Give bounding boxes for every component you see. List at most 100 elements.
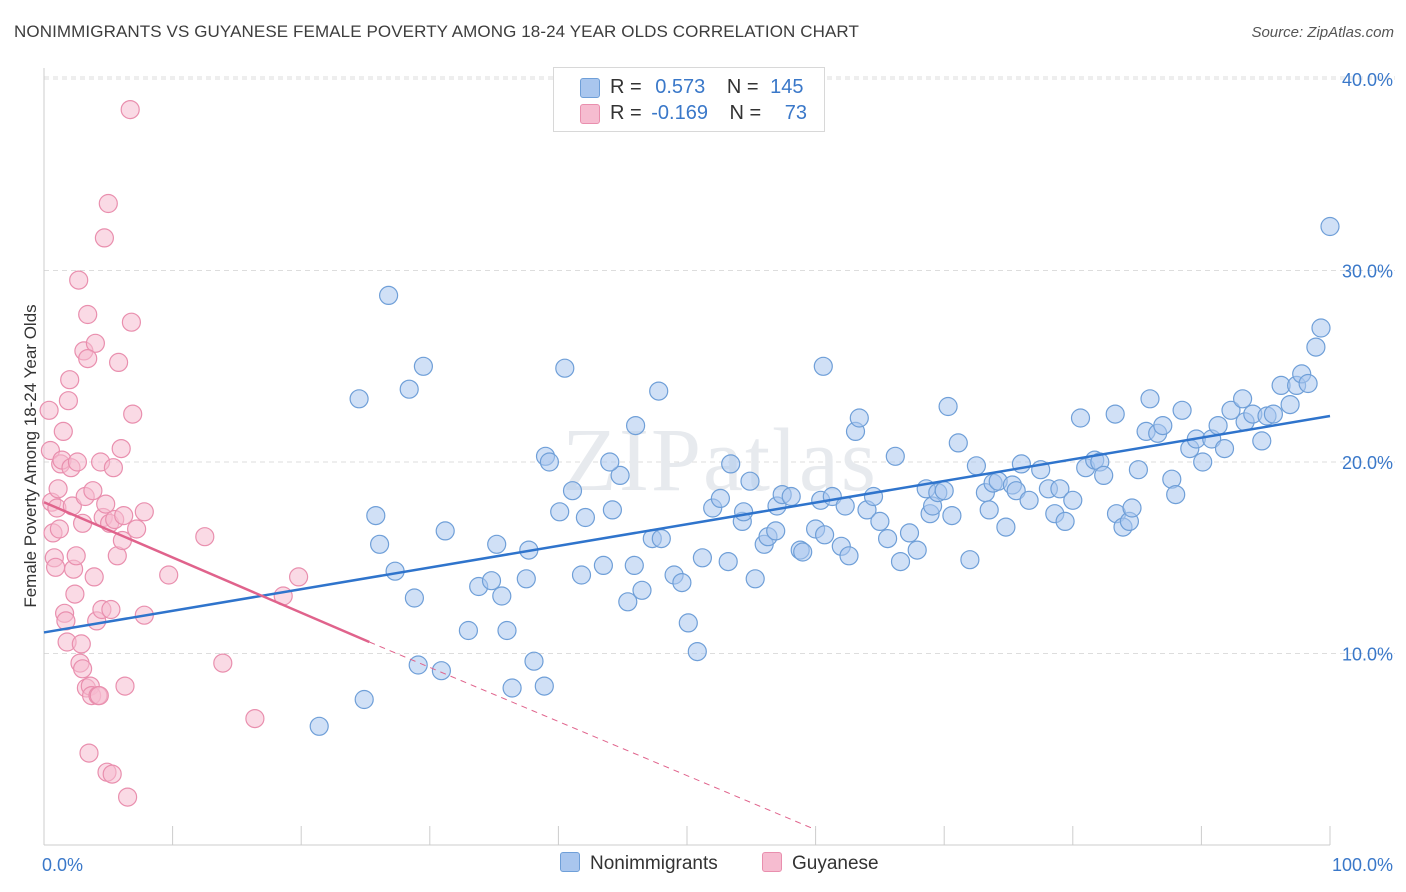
nonimmigrants-point (366, 505, 386, 526)
nonimmigrants-point (349, 389, 369, 409)
nonimmigrants-point (1153, 416, 1173, 436)
guyanese-point (48, 479, 68, 499)
guyanese-point (127, 519, 147, 539)
nonimmigrants-point (309, 716, 329, 736)
guyanese-point (65, 584, 85, 604)
nonimmigrants-point (793, 542, 813, 562)
nonimmigrants-point (1006, 481, 1026, 501)
nonimmigrants-point (877, 528, 898, 549)
x-tick-label: 100.0% (1332, 855, 1393, 875)
guyanese-point (101, 599, 121, 620)
nonimmigrants-point (745, 569, 765, 589)
guyanese-point (115, 676, 135, 696)
nonimmigrants-point (849, 408, 869, 428)
nonimmigrants-point (1193, 452, 1213, 472)
y-tick-label: 10.0% (1342, 645, 1393, 665)
nonimmigrants-point (516, 569, 536, 589)
nonimmigrants-point (960, 550, 980, 570)
nonimmigrants-point (733, 502, 754, 522)
nonimmigrants-point (600, 452, 620, 472)
guyanese-point (67, 452, 88, 472)
nonimmigrants-point (996, 517, 1016, 537)
nonimmigrants-point (550, 502, 570, 522)
guyanese-point (83, 481, 103, 501)
guyanese-point (195, 527, 215, 547)
nonimmigrants-point (1208, 416, 1228, 436)
legend-n-value: 145 (770, 76, 804, 98)
nonimmigrants-point (1063, 490, 1083, 510)
nonimmigrants-point (1298, 373, 1318, 394)
guyanese-point (85, 333, 106, 353)
nonimmigrants-point (781, 486, 801, 507)
chart-title: NONIMMIGRANTS VS GUYANESE FEMALE POVERTY… (14, 22, 859, 41)
guyanese-point (159, 565, 179, 585)
nonimmigrants-point (718, 551, 738, 572)
guyanese-point (108, 352, 129, 372)
nonimmigrants-point (814, 525, 835, 545)
nonimmigrants-point (907, 540, 927, 560)
guyanese-point (66, 546, 86, 566)
nonimmigrants-point (710, 488, 731, 508)
nonimmigrants-point (370, 534, 390, 554)
nonimmigrants-point (534, 676, 554, 696)
nonimmigrants-point (678, 613, 698, 633)
guyanese-point (123, 404, 143, 424)
nonimmigrants-point (1232, 389, 1253, 409)
guyanese-point (120, 99, 140, 120)
blue-swatch (580, 78, 600, 98)
nonimmigrants-point (618, 592, 638, 612)
nonimmigrants-point (602, 500, 623, 520)
guyanese-point (71, 634, 91, 654)
guyanese-trendline (43, 501, 370, 644)
y-axis-label: Female Poverty Among 18-24 Year Olds (21, 304, 40, 607)
gridlines (44, 76, 1395, 654)
legend-label: Nonimmigrants (590, 853, 718, 874)
pink-swatch (580, 104, 600, 124)
nonimmigrants-point (672, 572, 692, 593)
nonimmigrants-point (721, 454, 741, 474)
guyanese-point (134, 502, 154, 522)
nonimmigrants-point (1166, 485, 1186, 505)
nonimmigrants-point (863, 486, 884, 507)
nonimmigrants-point (562, 481, 583, 501)
guyanese-point (102, 764, 122, 784)
legend-r-label: R = (610, 102, 642, 124)
nonimmigrants-point (870, 511, 890, 532)
nonimmigrants-point (687, 641, 707, 662)
nonimmigrants-trendline (43, 414, 1331, 634)
bottom-legend-nonimmigrants: Nonimmigrants (560, 852, 718, 875)
guyanese-point (289, 567, 309, 587)
y-tick-label: 30.0% (1342, 262, 1393, 282)
guyanese-point (121, 312, 141, 332)
nonimmigrants-point (948, 433, 968, 453)
nonimmigrants-point (1050, 479, 1070, 499)
nonimmigrants-point (1221, 400, 1241, 420)
nonimmigrants-point (839, 546, 859, 566)
nonimmigrants-point (354, 689, 374, 710)
nonimmigrants-point (404, 588, 424, 608)
nonimmigrants-point (1122, 498, 1142, 518)
guyanese-point (78, 304, 98, 325)
guyanese-point (49, 519, 70, 539)
legend-n-label: N = (729, 102, 762, 124)
guyanese-point (84, 567, 104, 587)
nonimmigrants-point (624, 555, 644, 576)
nonimmigrants-point (1306, 337, 1326, 357)
nonimmigrants-point (1172, 400, 1192, 420)
guyanese-point (98, 193, 118, 214)
nonimmigrants-point (593, 555, 614, 576)
y-tick-label: 20.0% (1342, 453, 1393, 473)
nonimmigrants-point (413, 356, 433, 376)
nonimmigrants-point (651, 528, 671, 549)
legend-r-value: -0.169 (651, 102, 708, 124)
correlation-legend: R = 0.573 N = 145 R = -0.169 N = 73 (553, 67, 825, 132)
guyanese-point (213, 653, 233, 673)
nonimmigrants-point (649, 381, 669, 401)
nonimmigrants-point (1263, 404, 1284, 424)
nonimmigrants-point (740, 471, 760, 491)
y-tick-label: 40.0% (1342, 70, 1393, 90)
guyanese-trendline-extension (369, 641, 816, 831)
guyanese-point (103, 458, 124, 478)
nonimmigrants-point (458, 620, 478, 641)
